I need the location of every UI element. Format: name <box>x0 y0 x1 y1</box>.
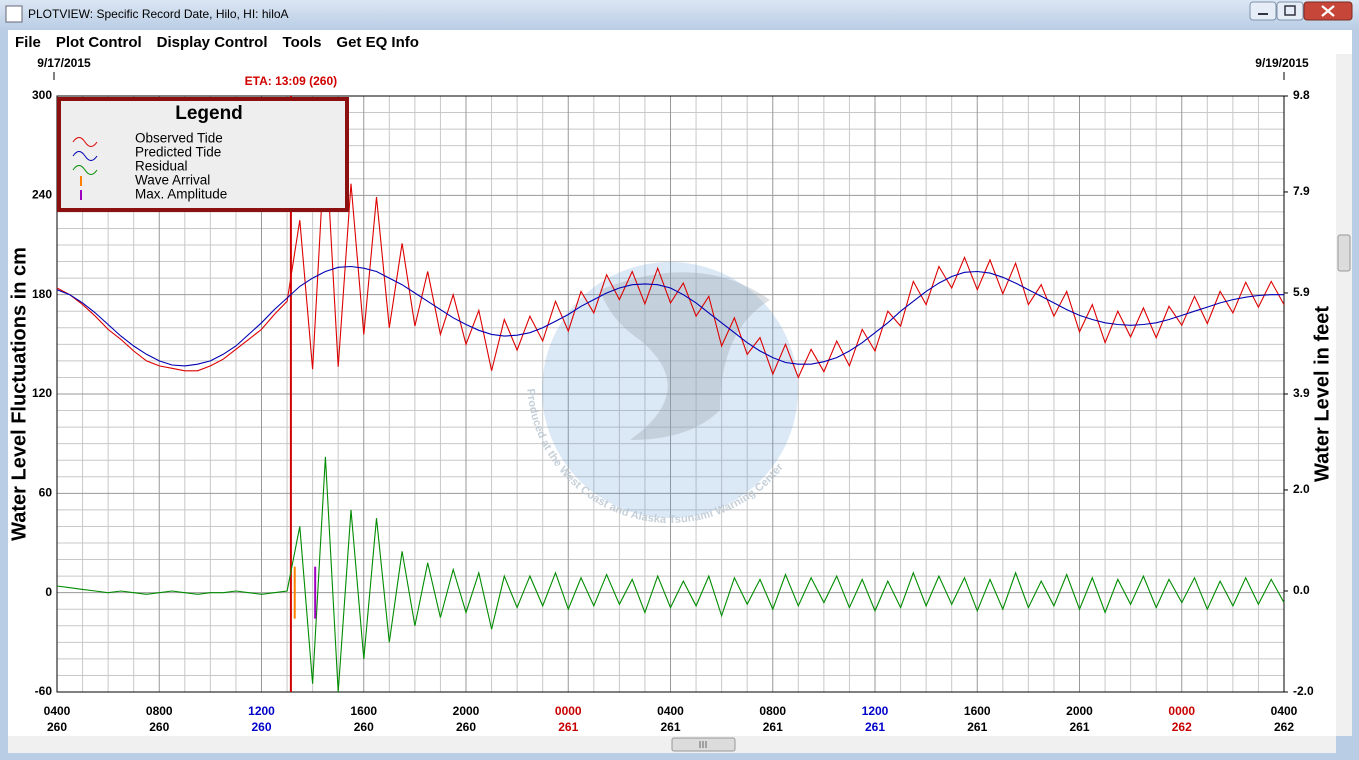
app-icon <box>5 5 23 23</box>
legend-swatch <box>72 151 98 161</box>
plot-border <box>56 95 1285 693</box>
menu: File Plot Control Display Control Tools Get … <box>15 34 419 51</box>
y-tick-label: 60 <box>39 486 53 500</box>
legend-label: Wave Arrival <box>135 173 210 188</box>
legend-box <box>57 97 349 212</box>
menu-item[interactable]: Get EQ Info <box>336 34 419 51</box>
watermark-bird <box>600 272 770 440</box>
y2-tick-label: 3.9 <box>1293 386 1310 400</box>
series-line <box>56 135 1285 379</box>
watermark-logo <box>542 262 798 518</box>
x-tick-day: 261 <box>1069 720 1089 734</box>
y2-tick-label: -2.0 <box>1293 684 1314 698</box>
window-title: PLOTVIEW: Specific Record Date, Hilo, HI… <box>28 7 289 21</box>
series-line <box>56 265 1284 367</box>
x-tick-label: 0000 <box>1168 704 1195 718</box>
series-line <box>56 456 1285 693</box>
title-bar <box>0 0 1359 30</box>
scroll-grip <box>699 741 707 748</box>
legend-label: Observed Tide <box>135 131 223 146</box>
x-tick-day: 262 <box>1274 720 1294 734</box>
eta-label: ETA: 13:09 (260) <box>245 74 337 88</box>
y2-tick-label: 9.8 <box>1293 88 1310 102</box>
chart: 0400260080026012002601600260200026000002… <box>8 56 1333 734</box>
legend-swatch <box>72 165 98 175</box>
x-tick-label: 2000 <box>1066 704 1093 718</box>
x-tick-day: 261 <box>558 720 578 734</box>
x-tick-day: 260 <box>354 720 374 734</box>
legend-label: Predicted Tide <box>135 145 221 160</box>
legend-swatch <box>72 137 98 147</box>
y2-tick-label: 7.9 <box>1293 184 1310 198</box>
x-tick-day: 260 <box>251 720 271 734</box>
x-tick-day: 261 <box>865 720 885 734</box>
x-tick-label: 0800 <box>146 704 173 718</box>
x-tick-day: 261 <box>660 720 680 734</box>
y-axis-title: Water Level Fluctuations in cm <box>8 247 30 541</box>
y-tick-label: 120 <box>32 386 52 400</box>
x-tick-day: 260 <box>456 720 476 734</box>
menu-item[interactable]: Plot Control <box>56 34 142 51</box>
x-tick-label: 1200 <box>862 704 889 718</box>
legend-label: Max. Amplitude <box>135 187 227 202</box>
x-tick-day: 260 <box>149 720 169 734</box>
minimize-button[interactable] <box>1249 1 1277 21</box>
legend-label: Residual <box>135 159 188 174</box>
close-glyph <box>1321 5 1335 17</box>
menu-item[interactable]: File <box>15 34 41 51</box>
y-tick-label: 0 <box>45 585 52 599</box>
y2-tick-label: 5.9 <box>1293 285 1310 299</box>
vertical-scroll-thumb[interactable] <box>1337 234 1351 272</box>
x-tick-day: 261 <box>763 720 783 734</box>
vertical-scrollbar[interactable] <box>1336 54 1352 736</box>
x-tick-label: 1200 <box>248 704 275 718</box>
maximize-glyph <box>1284 5 1296 16</box>
end-date: 9/19/2015 <box>1255 56 1309 70</box>
maximize-button[interactable] <box>1276 1 1304 21</box>
menu-item[interactable]: Display Control <box>157 34 268 51</box>
y2-tick-label: 2.0 <box>1293 482 1310 496</box>
x-tick-label: 1600 <box>350 704 377 718</box>
x-tick-label: 0000 <box>555 704 582 718</box>
y-tick-label: 240 <box>32 188 52 202</box>
legend-title: Legend <box>175 103 243 124</box>
x-tick-label: 0400 <box>657 704 684 718</box>
x-tick-label: 1600 <box>964 704 991 718</box>
x-tick-label: 0400 <box>44 704 71 718</box>
y-tick-label: 300 <box>32 88 52 102</box>
y-tick-label: 180 <box>32 287 52 301</box>
x-tick-day: 260 <box>47 720 67 734</box>
x-tick-label: 0400 <box>1271 704 1298 718</box>
x-tick-day: 262 <box>1172 720 1192 734</box>
x-tick-day: 261 <box>967 720 987 734</box>
menu-bar <box>8 30 1352 54</box>
x-tick-label: 0800 <box>759 704 786 718</box>
y2-axis-title: Water Level in feet <box>1311 306 1333 482</box>
start-date: 9/17/2015 <box>37 56 91 70</box>
y-tick-label: -60 <box>35 684 53 698</box>
x-tick-label: 2000 <box>453 704 480 718</box>
menu-item[interactable]: Tools <box>283 34 322 51</box>
y2-tick-label: 0.0 <box>1293 583 1310 597</box>
